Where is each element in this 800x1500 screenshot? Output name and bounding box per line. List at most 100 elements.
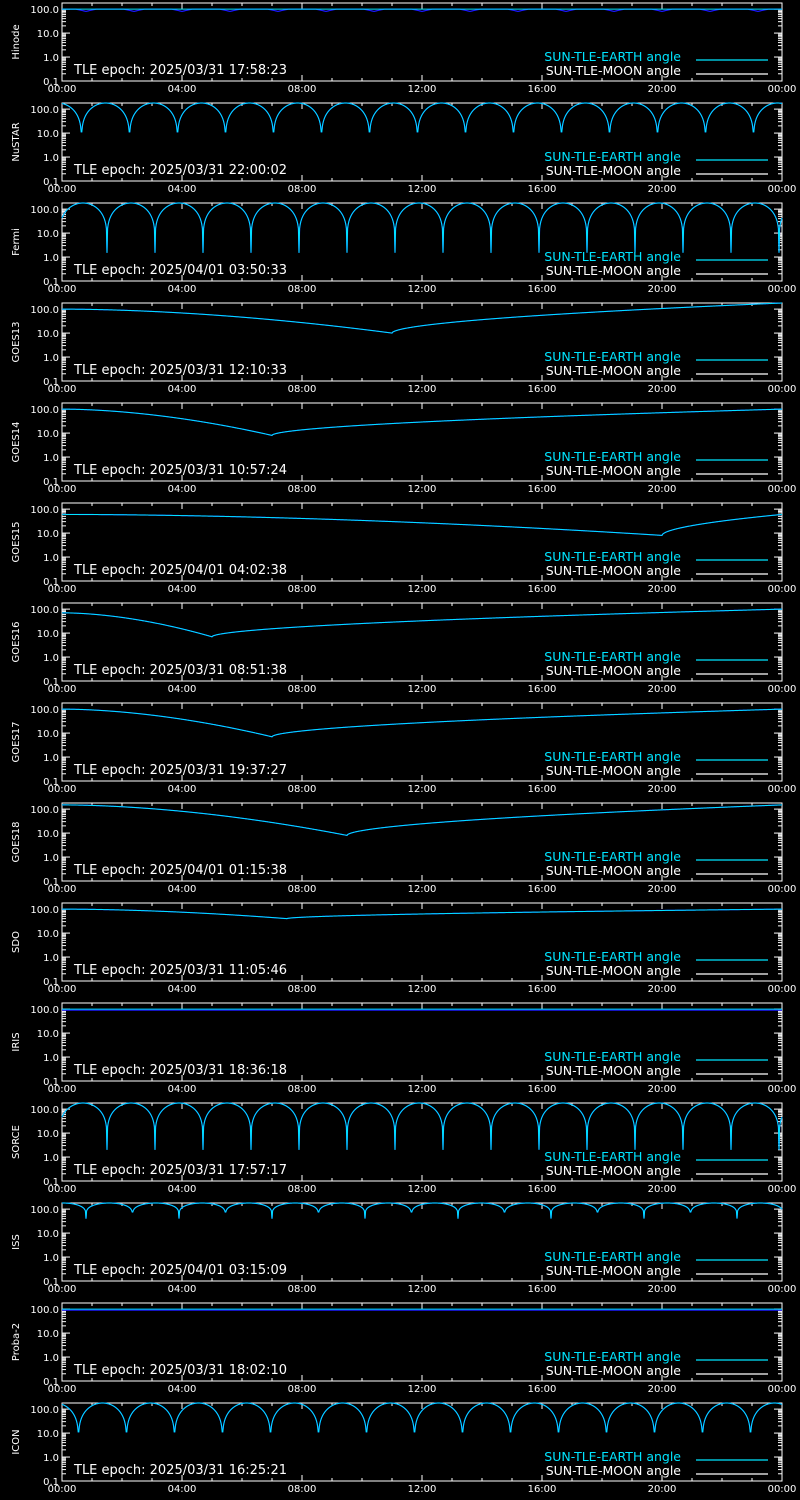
x-tick-label: 20:00 (648, 884, 677, 895)
x-tick-label: 00:00 (48, 1484, 77, 1495)
y-tick-label: 1.0 (43, 353, 59, 364)
y-tick-label: 0.1 (43, 1477, 59, 1488)
legend-earth-label: SUN-TLE-EARTH angle (544, 349, 681, 364)
satellite-name-label: ICON (11, 1429, 22, 1454)
legend-moon-label: SUN-TLE-MOON angle (546, 1263, 682, 1278)
y-tick-label: 10.0 (37, 1129, 59, 1140)
x-tick-label: 04:00 (168, 984, 197, 995)
satellite-panel: 100.010.01.00.100:00 04:00 08:00 12:00 16:00… (11, 2, 797, 95)
x-tick-label: 00:00 (768, 584, 797, 595)
legend-moon-label: SUN-TLE-MOON angle (546, 763, 682, 778)
satellite-name-label: GOES15 (11, 521, 22, 562)
x-tick-label: 12:00 (408, 1084, 437, 1095)
x-tick-label: 12:00 (408, 384, 437, 395)
x-tick-label: 16:00 (528, 184, 557, 195)
x-tick-label: 12:00 (408, 84, 437, 95)
y-tick-label: 0.1 (43, 577, 59, 588)
tle-epoch-annotation: TLE epoch: 2025/03/31 18:36:18 (73, 1063, 287, 1078)
tle-epoch-annotation: TLE epoch: 2025/03/31 17:57:17 (73, 1163, 287, 1178)
tle-epoch-annotation: TLE epoch: 2025/03/31 08:51:38 (73, 663, 287, 678)
y-tick-label: 1.0 (43, 153, 59, 164)
y-tick-label: 100.0 (30, 805, 59, 816)
x-tick-label: 00:00 (768, 284, 797, 295)
satellite-name-label: IRIS (11, 1032, 22, 1051)
x-tick-label: 16:00 (528, 684, 557, 695)
y-tick-label: 0.1 (43, 777, 59, 788)
y-tick-label: 10.0 (37, 29, 59, 40)
x-tick-label: 00:00 (768, 884, 797, 895)
x-tick-label: 08:00 (288, 484, 317, 495)
x-tick-label: 08:00 (288, 784, 317, 795)
x-tick-label: 20:00 (648, 1384, 677, 1395)
tle-epoch-annotation: TLE epoch: 2025/04/01 03:15:09 (73, 1263, 287, 1278)
series-earth-line (61, 102, 783, 133)
x-tick-label: 12:00 (408, 684, 437, 695)
x-tick-label: 20:00 (648, 1484, 677, 1495)
tle-epoch-annotation: TLE epoch: 2025/03/31 12:10:33 (73, 363, 287, 378)
tle-epoch-annotation: TLE epoch: 2025/03/31 22:00:02 (73, 163, 287, 178)
satellite-panel: 100.010.01.00.100:00 04:00 08:00 12:00 16:00… (11, 302, 796, 395)
satellite-name-label: GOES16 (11, 621, 22, 662)
x-tick-label: 12:00 (408, 884, 437, 895)
legend-moon-label: SUN-TLE-MOON angle (546, 63, 682, 78)
x-tick-label: 20:00 (648, 584, 677, 595)
x-tick-label: 04:00 (168, 1284, 197, 1295)
series-earth-line (62, 708, 783, 738)
y-tick-label: 1.0 (43, 1053, 59, 1064)
legend-moon-label: SUN-TLE-MOON angle (546, 1363, 682, 1378)
legend-earth-label: SUN-TLE-EARTH angle (544, 649, 681, 664)
series-earth-line (61, 202, 783, 253)
x-tick-label: 16:00 (528, 484, 557, 495)
legend-earth-label: SUN-TLE-EARTH angle (544, 849, 681, 864)
x-tick-label: 00:00 (48, 84, 77, 95)
x-tick-label: 00:00 (768, 1184, 797, 1195)
y-tick-label: 10.0 (37, 329, 59, 340)
y-tick-label: 10.0 (37, 129, 59, 140)
legend-earth-label: SUN-TLE-EARTH angle (544, 1249, 681, 1264)
y-tick-label: 1.0 (43, 953, 59, 964)
y-tick-label: 0.1 (43, 1077, 59, 1088)
x-tick-label: 08:00 (288, 984, 317, 995)
x-tick-label: 08:00 (288, 884, 317, 895)
x-tick-label: 00:00 (48, 284, 77, 295)
y-tick-label: 0.1 (43, 477, 59, 488)
x-tick-label: 00:00 (768, 684, 797, 695)
x-tick-label: 04:00 (168, 684, 197, 695)
satellite-name-label: SORCE (11, 1125, 22, 1159)
series-earth-line (62, 804, 783, 836)
y-tick-label: 1.0 (43, 553, 59, 564)
x-tick-label: 16:00 (528, 284, 557, 295)
x-tick-label: 00:00 (768, 484, 797, 495)
legend-earth-label: SUN-TLE-EARTH angle (544, 49, 681, 64)
x-tick-label: 12:00 (408, 784, 437, 795)
y-tick-label: 1.0 (43, 1353, 59, 1364)
x-tick-label: 12:00 (408, 184, 437, 195)
x-tick-label: 00:00 (768, 84, 797, 95)
x-tick-label: 08:00 (288, 284, 317, 295)
series-moon-line (61, 1102, 783, 1150)
legend-moon-label: SUN-TLE-MOON angle (546, 363, 682, 378)
legend-moon-label: SUN-TLE-MOON angle (546, 1463, 682, 1478)
y-tick-label: 100.0 (30, 1405, 59, 1416)
satellite-name-label: Fermi (11, 228, 22, 256)
x-tick-label: 08:00 (288, 1484, 317, 1495)
x-tick-label: 20:00 (648, 684, 677, 695)
y-tick-label: 1.0 (43, 853, 59, 864)
legend-moon-label: SUN-TLE-MOON angle (546, 563, 682, 578)
y-tick-label: 10.0 (37, 1229, 59, 1240)
y-tick-label: 100.0 (30, 905, 59, 916)
tle-epoch-annotation: TLE epoch: 2025/04/01 03:50:33 (73, 263, 287, 278)
y-tick-label: 10.0 (37, 1329, 59, 1340)
legend-earth-label: SUN-TLE-EARTH angle (544, 1049, 681, 1064)
x-tick-label: 16:00 (528, 984, 557, 995)
y-tick-label: 100.0 (30, 5, 59, 16)
tle-epoch-annotation: TLE epoch: 2025/04/01 01:15:38 (73, 863, 287, 878)
x-tick-label: 16:00 (528, 1184, 557, 1195)
tle-epoch-annotation: TLE epoch: 2025/03/31 18:02:10 (73, 1363, 287, 1378)
y-tick-label: 0.1 (43, 177, 59, 188)
x-tick-label: 00:00 (48, 1384, 77, 1395)
x-tick-label: 00:00 (768, 1484, 797, 1495)
x-tick-label: 20:00 (648, 184, 677, 195)
legend-earth-label: SUN-TLE-EARTH angle (544, 749, 681, 764)
series-earth-line (61, 1402, 783, 1433)
